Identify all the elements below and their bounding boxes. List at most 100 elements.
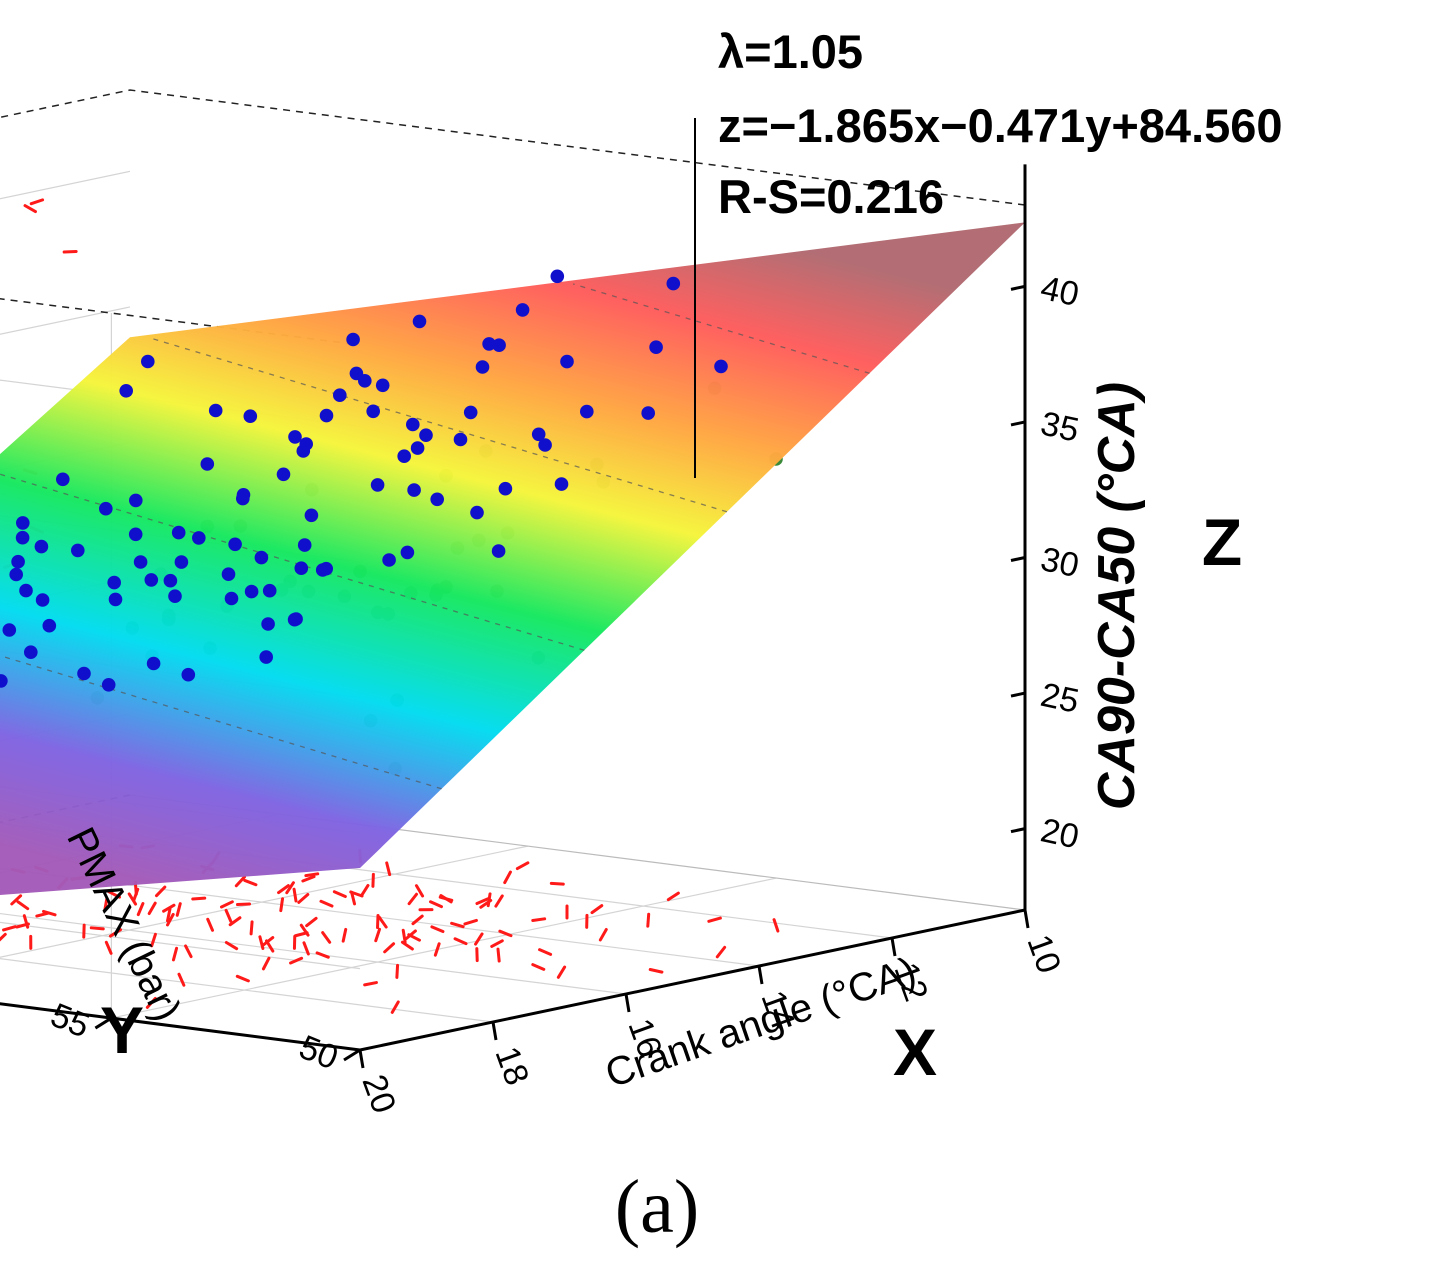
floor-projection-dash [166, 907, 172, 923]
data-point [101, 678, 116, 692]
x-axis-letter: X [893, 1015, 937, 1089]
floor-projection-dash [279, 897, 285, 913]
floor-projection-dash [154, 885, 167, 898]
floor-projection-dash [350, 890, 357, 906]
data-point [228, 537, 242, 552]
floor-projection-dash [289, 956, 304, 965]
x-tick-label: 10 [1019, 930, 1068, 979]
floor-projection-dash [390, 1000, 400, 1014]
data-point [129, 493, 143, 508]
floor-projection-dash [22, 914, 30, 929]
floor-projection-dash [191, 896, 207, 901]
floor-projection-dash [590, 904, 604, 915]
data-point [304, 508, 319, 523]
floor-projection-dash [377, 915, 388, 929]
floor-projection-dash [261, 956, 271, 971]
z-tick-mark [1010, 420, 1026, 427]
z-tick-label: 20 [1037, 811, 1082, 856]
data-point [141, 354, 155, 369]
data-point [128, 527, 143, 542]
floor-projection-dash [285, 881, 295, 895]
data-point [397, 449, 412, 464]
y-axis-letter: Y [100, 993, 144, 1067]
floor-projection-dash [219, 900, 234, 909]
data-point [370, 478, 385, 492]
floor-projection-dash [304, 872, 320, 878]
x-tick-mark [491, 1021, 498, 1041]
data-point [346, 332, 360, 347]
floor-projection-dash [171, 946, 179, 962]
floor-projection-dash [531, 963, 546, 971]
floor-projection-dash [315, 951, 330, 959]
data-point [15, 530, 30, 545]
data-point [107, 575, 121, 590]
data-point [244, 584, 259, 599]
data-point [498, 481, 513, 496]
data-point [554, 477, 569, 491]
floor-projection-dash [515, 861, 530, 871]
data-point [15, 516, 30, 530]
data-point [287, 612, 302, 627]
data-point [77, 666, 91, 681]
data-point [400, 545, 415, 560]
floor-projection-dash [321, 931, 332, 944]
floor-projection-dash [104, 940, 113, 955]
data-point [108, 592, 123, 607]
data-point [224, 591, 239, 606]
floor-projection-dash [429, 900, 443, 909]
data-point [19, 583, 33, 598]
data-point [714, 359, 728, 374]
floor-projection-dash [503, 870, 512, 885]
data-point [243, 409, 258, 424]
plane-contour-line [572, 283, 870, 374]
floor-projection-dash [10, 894, 23, 906]
floor-projection-dash [453, 937, 468, 946]
equation-annotation: z=−1.865x−0.471y+84.560 [718, 99, 1283, 152]
data-point [163, 573, 178, 588]
data-point [2, 623, 17, 637]
floor-projection-dash [184, 944, 193, 959]
floor-projection-dash [89, 926, 105, 931]
data-point [358, 374, 372, 388]
z-axis-title: CA90-CA50 (°CA) [1088, 382, 1146, 810]
floor-projection-dash [374, 927, 382, 943]
floor-projection-dash [400, 940, 414, 951]
floor-projection-dash [297, 892, 310, 904]
data-point [181, 667, 196, 682]
data-point [649, 340, 663, 355]
data-point [319, 408, 334, 423]
floor-projection-dash [319, 899, 334, 908]
data-point [168, 589, 182, 603]
data-point [470, 505, 484, 520]
floor-projection-dash [277, 884, 290, 895]
data-point [9, 567, 23, 582]
floor-projection-dash [177, 972, 186, 987]
floor-projection-dash [531, 917, 547, 923]
floor-projection-dash [147, 901, 157, 916]
data-point [236, 488, 251, 502]
floor-projection-dash [414, 884, 425, 898]
data-point [482, 337, 496, 351]
data-point [192, 531, 206, 545]
data-point [288, 430, 302, 444]
data-point [56, 472, 70, 487]
floor-projection-dash [475, 897, 490, 906]
floor-projection-dash [332, 890, 347, 899]
plane-contour-line [0, 654, 442, 790]
plane-contour-line [0, 473, 585, 651]
floor-projection-dash [360, 883, 370, 898]
back-grid-line [0, 170, 131, 200]
y-tick-label: 50 [294, 1028, 343, 1077]
data-point [294, 561, 309, 575]
floor-projection-dash [145, 996, 157, 1009]
floor-projection-dash [450, 921, 465, 929]
data-point [99, 501, 113, 516]
floor-projection-dash [108, 928, 123, 938]
x-tick-mark [358, 1049, 365, 1069]
data-point [491, 544, 506, 558]
data-point [406, 417, 420, 432]
data-point [375, 378, 390, 393]
floor-projection-dash [136, 902, 145, 917]
points-above-plane [0, 269, 728, 692]
floor-projection-dash [206, 917, 215, 932]
